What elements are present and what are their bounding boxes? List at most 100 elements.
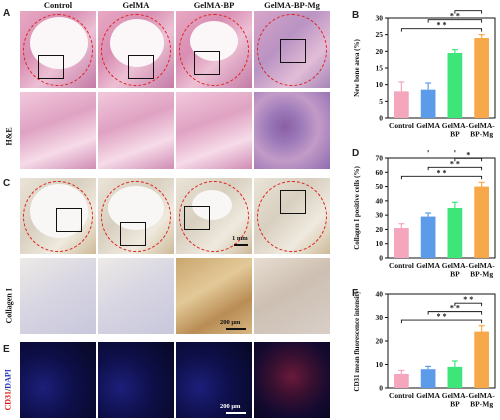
significance-label: * * xyxy=(450,304,460,313)
zoom-scale-bar xyxy=(226,328,246,330)
zoom-scale-label: 200 μm xyxy=(220,319,241,326)
y-axis-label: CD31 mean fluorescence intensity xyxy=(353,290,361,392)
panel-letter-a: A xyxy=(3,8,11,19)
significance-bracket xyxy=(400,28,483,32)
y-tick-label: 40 xyxy=(376,196,384,205)
x-tick-label: GelMA xyxy=(416,261,440,270)
y-tick-label: 20 xyxy=(376,47,384,56)
row-label-cd31-dapi: CD31/DAPI xyxy=(3,359,13,411)
panel-letter-e: E xyxy=(3,344,10,355)
column-header-control: Control xyxy=(43,0,73,10)
bar-gelma-bp xyxy=(447,208,463,258)
x-tick-label: BP xyxy=(450,130,460,139)
x-tick-label: GelMA xyxy=(416,391,440,400)
y-tick-label: 60 xyxy=(376,168,384,177)
column-header-gelma: GelMA xyxy=(122,0,150,10)
x-tick-label: GelMA- xyxy=(442,121,469,130)
y-tick-label: 10 xyxy=(376,80,384,89)
column-header-gelma-bp-mg: GelMA-BP-Mg xyxy=(264,0,320,10)
significance-label: * xyxy=(466,150,470,159)
chart-collagen-positive: 0 10 20 30 40 50 60 70 Collagen I positive cells… xyxy=(353,150,496,279)
y-tick-label: 0 xyxy=(379,114,383,123)
y-tick-label: 30 xyxy=(376,313,384,322)
x-tick-label: GelMA- xyxy=(469,121,496,130)
significance-bracket xyxy=(427,150,456,153)
cd31-scale-bar xyxy=(226,412,246,414)
collagen-zoom-control xyxy=(20,258,96,334)
significance-label: * * xyxy=(450,12,460,21)
bar-gelma-bp-mg xyxy=(474,331,489,388)
y-tick-label: 50 xyxy=(376,182,384,191)
dapi-stain-label: DAPI xyxy=(3,369,13,389)
he-zoom-gelma-bp xyxy=(176,92,252,169)
y-axis-label: Collagen I positive cells (%) xyxy=(353,166,361,250)
collagen-overview-gelma-bp-mg xyxy=(254,178,330,254)
bar-control xyxy=(394,91,409,118)
y-tick-label: 10 xyxy=(376,360,384,369)
y-tick-label: 0 xyxy=(379,254,383,263)
x-tick-label: GelMA xyxy=(416,121,440,130)
cd31-control xyxy=(20,342,96,418)
x-tick-label: BP-Mg xyxy=(470,130,493,139)
y-tick-label: 70 xyxy=(376,154,384,163)
stain-separator: / xyxy=(3,388,13,391)
significance-bracket xyxy=(427,311,483,315)
collagen-zoom-gelma-bp-mg xyxy=(254,258,330,334)
cd31-gelma-bp: 200 μm xyxy=(176,342,252,418)
y-tick-label: 0 xyxy=(379,384,383,393)
significance-bracket xyxy=(427,19,483,23)
cd31-stain-label: CD31 xyxy=(3,390,13,411)
y-tick-label: 30 xyxy=(376,211,384,220)
y-tick-label: 5 xyxy=(379,97,383,106)
x-tick-label: GelMA- xyxy=(442,261,469,270)
he-zoom-gelma xyxy=(98,92,174,169)
x-tick-label: GelMA- xyxy=(469,391,496,400)
x-tick-label: Control xyxy=(389,121,414,130)
x-tick-label: BP xyxy=(450,400,460,409)
cd31-gelma xyxy=(98,342,174,418)
significance-label: * * xyxy=(437,21,447,30)
bar-gelma xyxy=(420,369,436,388)
significance-label: * * xyxy=(437,168,447,177)
x-tick-label: Control xyxy=(389,391,414,400)
bar-gelma xyxy=(420,89,436,118)
x-tick-label: BP-Mg xyxy=(470,400,493,409)
cd31-scale-label: 200 μm xyxy=(220,403,241,410)
significance-label: * * xyxy=(463,295,473,304)
x-tick-label: GelMA- xyxy=(442,391,469,400)
y-tick-label: 20 xyxy=(376,225,384,234)
panel-letter-c: C xyxy=(3,178,11,189)
he-overview-gelma xyxy=(98,11,174,88)
he-overview-gelma-bp xyxy=(176,11,252,88)
y-tick-label: 15 xyxy=(376,64,384,73)
panel-letter-f: F xyxy=(352,288,359,299)
bar-gelma xyxy=(420,216,436,258)
y-tick-label: 20 xyxy=(376,337,384,346)
significance-bracket xyxy=(400,319,483,324)
bar-gelma-bp xyxy=(447,53,463,118)
he-zoom-gelma-bp-mg xyxy=(254,92,330,169)
bar-gelma-bp-mg xyxy=(474,38,489,118)
y-axis-label: New bone area (%) xyxy=(353,39,361,97)
cd31-gelma-bp-mg xyxy=(254,342,330,418)
collagen-zoom-gelma-bp: 200 μm xyxy=(176,258,252,334)
significance-label: * xyxy=(466,10,470,12)
collagen-zoom-gelma xyxy=(98,258,174,334)
collagen-overview-gelma-bp: 1 mm xyxy=(176,178,252,254)
bar-control xyxy=(394,228,409,258)
x-tick-label: BP-Mg xyxy=(470,270,493,279)
significance-bracket xyxy=(454,157,483,162)
he-zoom-control xyxy=(20,92,96,169)
column-header-gelma-bp: GelMA-BP xyxy=(193,0,235,10)
collagen-overview-control xyxy=(20,178,96,254)
significance-bracket xyxy=(400,175,483,180)
significance-label: * * xyxy=(437,312,447,321)
he-overview-control xyxy=(20,11,96,88)
y-tick-label: 10 xyxy=(376,239,384,248)
row-label-collagen: Collagen I xyxy=(4,288,14,324)
panel-letter-b: B xyxy=(352,10,360,21)
bar-gelma-bp-mg xyxy=(474,186,489,258)
chart-cd31-intensity: 0 10 20 30 40 CD31 mean fluorescence intensit… xyxy=(353,290,496,409)
significance-bracket xyxy=(427,166,483,171)
